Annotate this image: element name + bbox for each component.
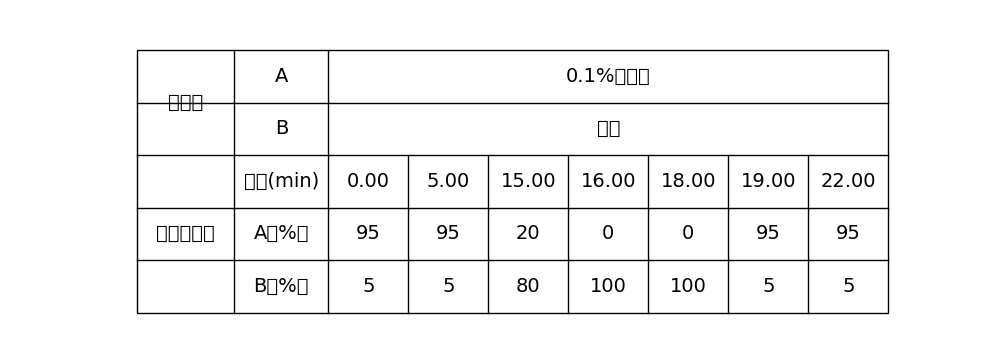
- Text: 80: 80: [516, 277, 541, 296]
- Text: 0: 0: [682, 224, 694, 243]
- Text: 15.00: 15.00: [501, 172, 556, 191]
- Text: A: A: [275, 67, 288, 86]
- Text: 95: 95: [836, 224, 861, 243]
- Text: 22.00: 22.00: [821, 172, 876, 191]
- Text: 流动相: 流动相: [168, 93, 203, 112]
- Text: 5: 5: [762, 277, 775, 296]
- Text: 0.00: 0.00: [347, 172, 390, 191]
- Text: 95: 95: [356, 224, 381, 243]
- Text: 0.1%甲酸水: 0.1%甲酸水: [566, 67, 651, 86]
- Text: 18.00: 18.00: [661, 172, 716, 191]
- Text: 16.00: 16.00: [581, 172, 636, 191]
- Text: 19.00: 19.00: [741, 172, 796, 191]
- Text: 5.00: 5.00: [427, 172, 470, 191]
- Text: B: B: [275, 119, 288, 138]
- Text: 5: 5: [842, 277, 855, 296]
- Text: 5: 5: [362, 277, 375, 296]
- Text: 时间(min): 时间(min): [244, 172, 319, 191]
- Text: 20: 20: [516, 224, 541, 243]
- Text: 5: 5: [442, 277, 455, 296]
- Text: 0: 0: [602, 224, 614, 243]
- Text: 95: 95: [756, 224, 781, 243]
- Text: 100: 100: [590, 277, 627, 296]
- Text: 100: 100: [670, 277, 707, 296]
- Text: 流动相梯度: 流动相梯度: [156, 224, 215, 243]
- Text: B（%）: B（%）: [254, 277, 309, 296]
- Text: 乙腈: 乙腈: [597, 119, 620, 138]
- Text: 95: 95: [436, 224, 461, 243]
- Text: A（%）: A（%）: [254, 224, 309, 243]
